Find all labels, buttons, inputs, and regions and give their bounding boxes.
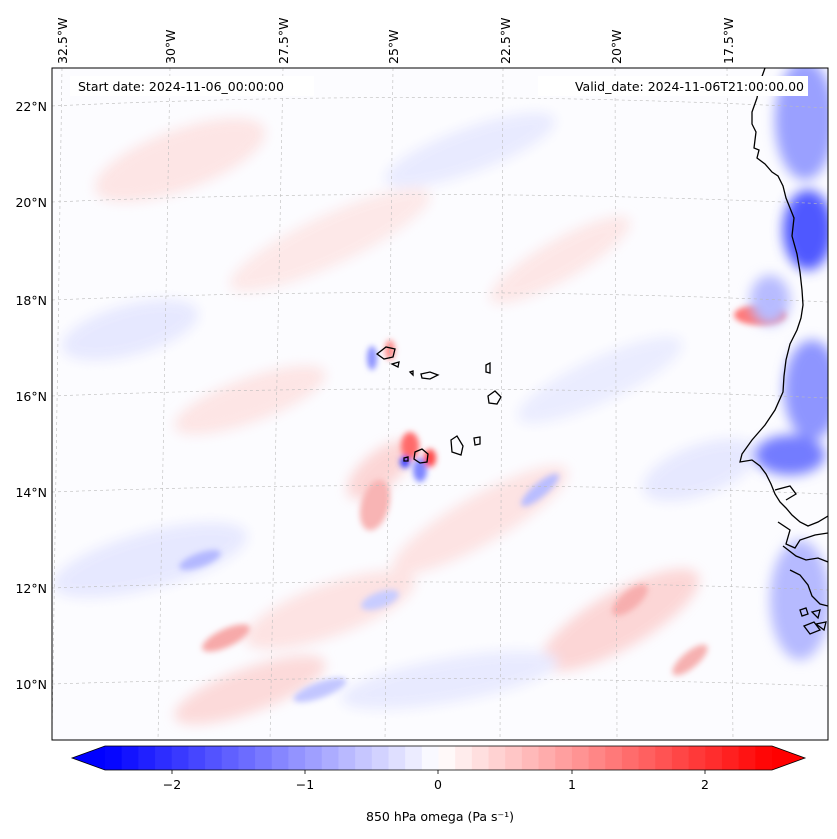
colorbar-cell: [105, 746, 123, 770]
colorbar-cell: [438, 746, 456, 770]
colorbar-cell: [621, 746, 640, 770]
lon-label-32-5w: 32.5°W: [55, 18, 70, 64]
lon-label-25w: 25°W: [386, 29, 401, 64]
graticule: [52, 68, 828, 740]
lat-label-22n: 22°N: [15, 99, 47, 114]
lon-label-27-5w: 27.5°W: [276, 18, 291, 64]
colorbar-cell: [238, 746, 256, 770]
colorbar-cell: [121, 746, 139, 770]
colorbar-cell: [738, 746, 756, 770]
lon-label-22-5w: 22.5°W: [498, 18, 513, 64]
latitude-labels: 22°N 20°N 18°N 16°N 14°N 12°N 10°N: [15, 99, 47, 692]
colorbar-tick-neg1: −1: [296, 777, 314, 792]
colorbar-cells: [72, 746, 805, 770]
valid-date-box: Valid_date: 2024-11-06T21:00:00.00: [538, 76, 808, 96]
colorbar-tick-2: 2: [701, 777, 709, 792]
colorbar-ticks: [171, 770, 706, 774]
colorbar-cell: [205, 746, 223, 770]
colorbar-outline: [70, 745, 807, 771]
colorbar-cell: [271, 746, 290, 770]
colorbar-cell: [288, 746, 306, 770]
colorbar-cell: [688, 746, 706, 770]
lat-label-18n: 18°N: [15, 293, 47, 308]
colorbar-label: 850 hPa omega (Pa s⁻¹): [366, 809, 514, 824]
lon-label-30w: 30°W: [163, 29, 178, 64]
colorbar-cell: [155, 746, 173, 770]
longitude-labels: 32.5°W 30°W 27.5°W 25°W 22.5°W 20°W 17.5…: [55, 18, 736, 64]
colorbar-extend-min: [72, 746, 105, 770]
colorbar-cell: [671, 746, 690, 770]
map-frame: [51, 67, 829, 741]
colorbar-cell: [338, 746, 356, 770]
colorbar-extend-max: [772, 746, 805, 770]
colorbar-cell: [605, 746, 623, 770]
colorbar-tick-0: 0: [434, 777, 442, 792]
west-africa-coastline: [739, 68, 828, 635]
start-date-label: Start date: 2024-11-06_00:00:00: [78, 79, 284, 94]
colorbar-cell: [655, 746, 673, 770]
colorbar-cell: [521, 746, 540, 770]
lat-label-12n: 12°N: [15, 581, 47, 596]
colorbar-tick-neg2: −2: [163, 777, 181, 792]
lat-label-10n: 10°N: [15, 677, 47, 692]
colorbar-cell: [705, 746, 723, 770]
colorbar-cell: [538, 746, 556, 770]
map-panel: Start date: 2024-11-06_00:00:00 Valid_da…: [15, 18, 829, 741]
colorbar-cell: [488, 746, 506, 770]
colorbar-cell: [571, 746, 590, 770]
colorbar-cell: [405, 746, 423, 770]
colorbar-cell: [221, 746, 240, 770]
lat-label-16n: 16°N: [15, 389, 47, 404]
colorbar-cell: [455, 746, 473, 770]
colorbar-cell: [388, 746, 406, 770]
colorbar-cell: [171, 746, 189, 770]
cape-verde-islands: [375, 346, 502, 464]
colorbar-cell: [638, 746, 656, 770]
colorbar-cell: [555, 746, 573, 770]
start-date-box: Start date: 2024-11-06_00:00:00: [70, 76, 314, 96]
colorbar-cell: [755, 746, 773, 770]
colorbar-cell: [255, 746, 273, 770]
valid-date-label: Valid_date: 2024-11-06T21:00:00.00: [575, 79, 804, 94]
colorbar-cell: [305, 746, 323, 770]
colorbar-cell: [421, 746, 440, 770]
colorbar-cell: [371, 746, 390, 770]
colorbar-cell: [588, 746, 606, 770]
colorbar-cell: [188, 746, 206, 770]
colorbar-cell: [471, 746, 490, 770]
colorbar-cell: [721, 746, 740, 770]
lon-label-20w: 20°W: [609, 29, 624, 64]
lat-label-20n: 20°N: [15, 195, 47, 210]
colorbar-cell: [321, 746, 340, 770]
colorbar-tick-labels: −2 −1 0 1 2: [163, 777, 709, 792]
lat-label-14n: 14°N: [15, 485, 47, 500]
colorbar-cell: [355, 746, 373, 770]
lon-label-17-5w: 17.5°W: [721, 18, 736, 64]
colorbar: −2 −1 0 1 2 850 hPa omega (Pa s⁻¹): [70, 745, 807, 824]
colorbar-tick-1: 1: [568, 777, 576, 792]
colorbar-cell: [138, 746, 156, 770]
colorbar-cell: [505, 746, 523, 770]
